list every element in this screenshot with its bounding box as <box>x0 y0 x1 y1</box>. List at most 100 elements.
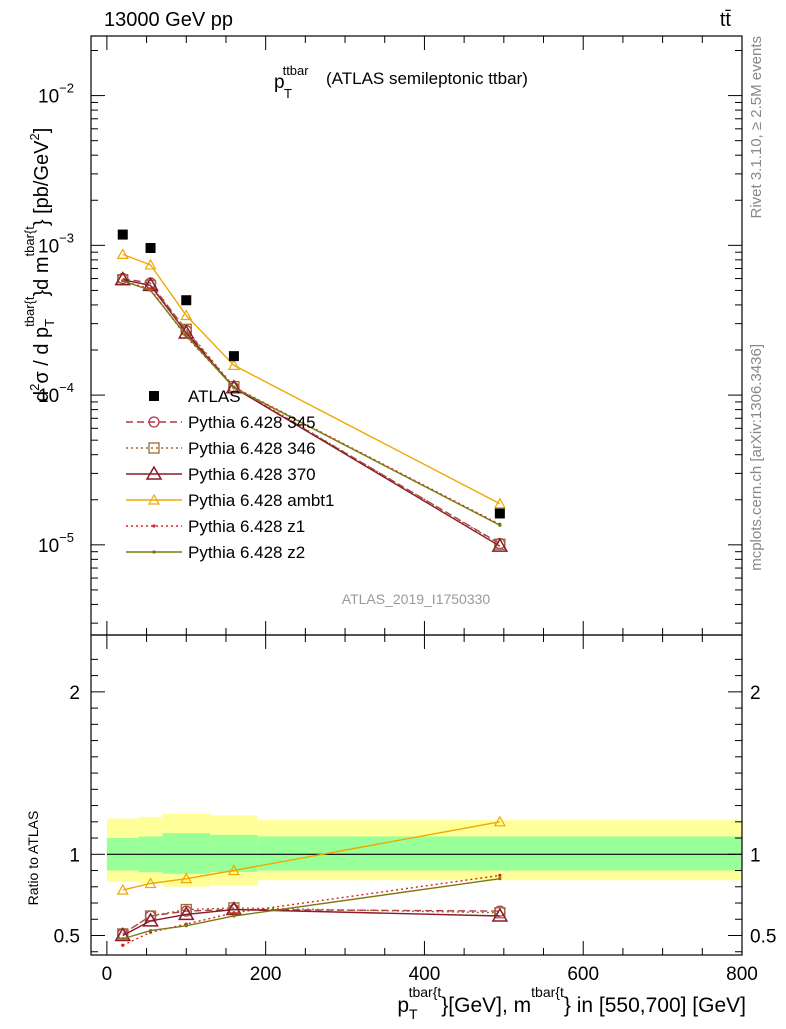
legend-label-p370: Pythia 6.428 370 <box>188 465 316 484</box>
x-tick-label: 800 <box>726 964 758 985</box>
legend-marker-p370 <box>145 465 163 480</box>
legend: ATLAS Pythia 6.428 345 Pythia 6.428 346 Pyt… <box>126 387 334 562</box>
ratio-point-p370 <box>491 907 509 922</box>
xlabel-part: } in [550,700] [GeV] <box>564 994 746 1017</box>
xlabel-part: }[GeV], m <box>441 994 531 1017</box>
xlabel-part: tbar{t <box>531 984 564 1000</box>
ylabel-part: } [pb/GeV <box>31 140 53 226</box>
main-point-ambt1 <box>493 497 506 509</box>
ratio-line-z1 <box>122 874 500 946</box>
y-tick-label: 10−2 <box>38 81 74 108</box>
main-point-z2 <box>121 279 125 283</box>
rivet-label: Rivet 3.1.10, ≥ 2.5M events <box>748 36 765 219</box>
uncertainty-band-inner <box>257 836 742 871</box>
main-line-ambt1 <box>122 253 501 505</box>
ylabel-part: tbar{t <box>22 296 37 327</box>
y-tick-base: 10 <box>38 386 59 407</box>
legend-marker-p345 <box>148 416 160 428</box>
ratio-point-z1 <box>232 911 236 915</box>
ratio-point-ambt1 <box>180 872 193 884</box>
ylabel-part: 2 <box>27 384 42 391</box>
ratio-point-z2 <box>498 877 502 881</box>
legend-marker-atlas <box>149 391 159 401</box>
main-point-atlas <box>181 295 192 306</box>
main-panel: 10−510−410−310−2 <box>38 35 743 636</box>
ratio-point-z2 <box>121 937 125 941</box>
legend-label-atlas: ATLAS <box>188 387 241 406</box>
main-point-atlas <box>228 351 239 362</box>
x-tick-label: 200 <box>250 964 282 985</box>
legend-label-z1: Pythia 6.428 z1 <box>188 517 305 536</box>
legend-marker-p346 <box>148 442 160 454</box>
plot-title-p: p <box>274 72 285 93</box>
main-point-ambt1 <box>227 359 240 370</box>
ylabel-part: }d m <box>31 256 53 296</box>
plot-title-sup: ttbar <box>283 63 310 78</box>
ratio-point-z1 <box>121 943 125 947</box>
xlabel-part: T <box>409 1006 418 1022</box>
ylabel-part: d <box>31 391 53 402</box>
y-tick-exp: −4 <box>59 380 74 395</box>
legend-label-p345: Pythia 6.428 345 <box>188 413 316 432</box>
legend-label-z2: Pythia 6.428 z2 <box>188 543 305 562</box>
ratio-line-p345 <box>122 908 500 935</box>
x-axis-label: pTtbar{t}[GeV], mtbar{t} in [550,700] [G… <box>397 984 746 1022</box>
plot-title-rest: (ATLAS semileptonic ttbar) <box>326 69 528 88</box>
plot-title-sub: T <box>284 86 292 101</box>
ratio-line-ambt1 <box>122 821 501 891</box>
y-tick-label: 10−4 <box>38 380 74 407</box>
ratio-point-ambt1 <box>116 883 129 895</box>
y-tick-exp: −5 <box>59 530 74 545</box>
ratio-point-ambt1 <box>227 864 240 876</box>
legend-label-p346: Pythia 6.428 346 <box>188 439 316 458</box>
y-tick-base: 10 <box>38 536 59 557</box>
ratio-line-z2 <box>122 878 500 940</box>
y-tick-base: 10 <box>38 236 59 257</box>
main-line-z2 <box>122 280 501 526</box>
main-point-p370 <box>491 537 509 552</box>
main-point-p370 <box>114 271 132 286</box>
process-label: tt̄ <box>720 9 732 31</box>
ylabel-part: tbar{t <box>22 226 37 257</box>
ratio-point-p370 <box>114 927 132 942</box>
ratio-y-tick-label-left: 1 <box>69 845 80 866</box>
ylabel-part: T <box>42 319 57 327</box>
source-label: mcplots.cern.ch [arXiv:1306.3436] <box>748 344 765 571</box>
ratio-point-z2 <box>232 914 236 918</box>
y-tick-base: 10 <box>38 87 59 108</box>
ratio-y-tick-label-right: 1 <box>750 845 761 866</box>
main-point-p370 <box>225 379 243 394</box>
ratio-y-tick-label-right: 2 <box>750 683 761 704</box>
ylabel-part: ] <box>31 128 53 134</box>
ratio-point-z1 <box>498 873 502 878</box>
main-point-z2 <box>148 288 153 293</box>
ratio-point-p370 <box>142 912 159 927</box>
main-point-z2 <box>232 386 236 390</box>
y-tick-label: 10−3 <box>38 230 74 257</box>
legend-label-ambt1: Pythia 6.428 ambt1 <box>188 491 334 510</box>
main-y-axis-label: d2σ / d pTtbar{t}d mtbar{t} [pb/GeV2] <box>22 128 57 402</box>
ratio-panel: 0.5 0.5 1 1 2 2 0 200 400 600 800 <box>54 634 776 985</box>
energy-label: 13000 GeV pp <box>104 9 233 31</box>
ratio-y-axis-label: Ratio to ATLAS <box>25 811 41 906</box>
y-tick-exp: −2 <box>59 81 74 96</box>
y-tick-label: 10−5 <box>38 530 74 557</box>
plot-title: pttbar <box>274 63 309 93</box>
main-point-ambt1 <box>116 248 129 259</box>
legend-marker-ambt1 <box>147 493 161 505</box>
ratio-point-z2 <box>184 924 188 928</box>
ratio-point-z2 <box>148 929 153 933</box>
main-point-ambt1 <box>144 258 157 270</box>
main-point-atlas <box>145 242 156 253</box>
main-point-atlas <box>117 229 128 240</box>
ratio-y-tick-label-left: 2 <box>69 683 80 704</box>
uncertainty-band-inner <box>162 833 211 874</box>
legend-marker-z2 <box>152 550 156 554</box>
ratio-y-tick-label-right: 0.5 <box>750 927 776 948</box>
ylabel-part: 2 <box>27 133 42 140</box>
analysis-id: ATLAS_2019_I1750330 <box>342 591 491 607</box>
y-tick-exp: −3 <box>59 230 74 245</box>
ratio-point-p370 <box>177 905 195 921</box>
xlabel-part: p <box>397 994 409 1017</box>
